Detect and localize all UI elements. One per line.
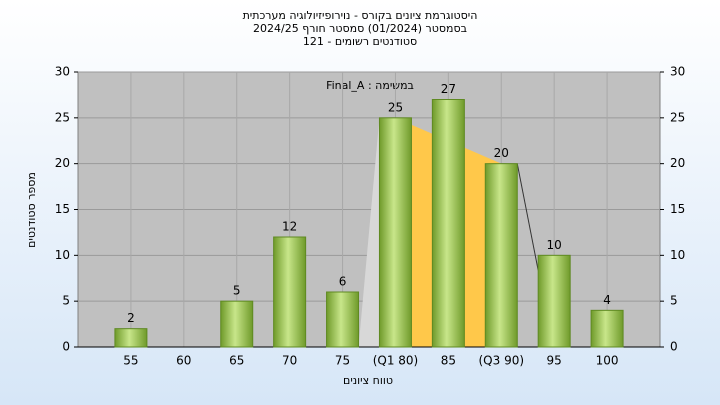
y-tick-label: 10	[55, 248, 70, 262]
x-axis-label: טווח ציונים	[343, 374, 393, 387]
bar	[590, 309, 624, 348]
bar	[431, 99, 465, 348]
x-tick-label: 95	[547, 354, 562, 368]
quartile-shade	[358, 117, 380, 347]
x-tick-label: (Q3 90)	[479, 354, 525, 368]
y2-tick-label: 15	[670, 202, 685, 216]
y-tick-label: 25	[55, 110, 70, 124]
chart-subtitle: בסמסטר (01/2024) סמסטר חורף 2024/25	[253, 22, 467, 35]
annotation: Final_A : במשימה	[326, 79, 414, 92]
value-label: 10	[547, 238, 562, 252]
y2-tick-label: 25	[670, 110, 685, 124]
value-label: 20	[494, 146, 509, 160]
value-label: 2	[127, 311, 135, 325]
y-tick-label: 15	[55, 202, 70, 216]
y-tick-label: 30	[55, 65, 70, 79]
y-tick-label: 0	[62, 340, 70, 354]
whisker	[516, 163, 539, 271]
bar	[273, 236, 307, 348]
bar	[220, 300, 254, 348]
y2-tick-label: 30	[670, 65, 685, 79]
value-label: 25	[388, 100, 403, 114]
x-tick-label: 65	[229, 354, 244, 368]
y2-tick-label: 5	[670, 294, 678, 308]
value-label: 12	[282, 220, 297, 234]
value-label: 4	[603, 293, 611, 307]
y-axis-label: מספר סטודנטים	[25, 172, 38, 248]
x-tick-label: 60	[176, 354, 191, 368]
value-label: 27	[441, 82, 456, 96]
value-label: 6	[339, 275, 347, 289]
x-tick-label: 85	[441, 354, 456, 368]
value-label: 5	[233, 284, 241, 298]
y-tick-label: 20	[55, 156, 70, 170]
y2-tick-label: 20	[670, 156, 685, 170]
x-tick-label: 75	[335, 354, 350, 368]
x-tick-label: 70	[282, 354, 297, 368]
x-tick-label: (Q1 80)	[373, 354, 419, 368]
bar	[326, 291, 360, 348]
bar	[484, 163, 518, 348]
x-tick-label: 100	[596, 354, 619, 368]
y-tick-label: 5	[62, 294, 70, 308]
chart-subtitle: סטודנטים רשומים - 121	[303, 35, 417, 48]
bar	[114, 328, 148, 348]
bar	[378, 117, 412, 348]
y2-tick-label: 10	[670, 248, 685, 262]
x-tick-label: 55	[123, 354, 138, 368]
chart-title: היסטוגרמת ציונים בקורס - נוירופיזיולוגיה…	[243, 9, 478, 22]
y2-tick-label: 0	[670, 340, 678, 354]
bar	[537, 254, 571, 348]
